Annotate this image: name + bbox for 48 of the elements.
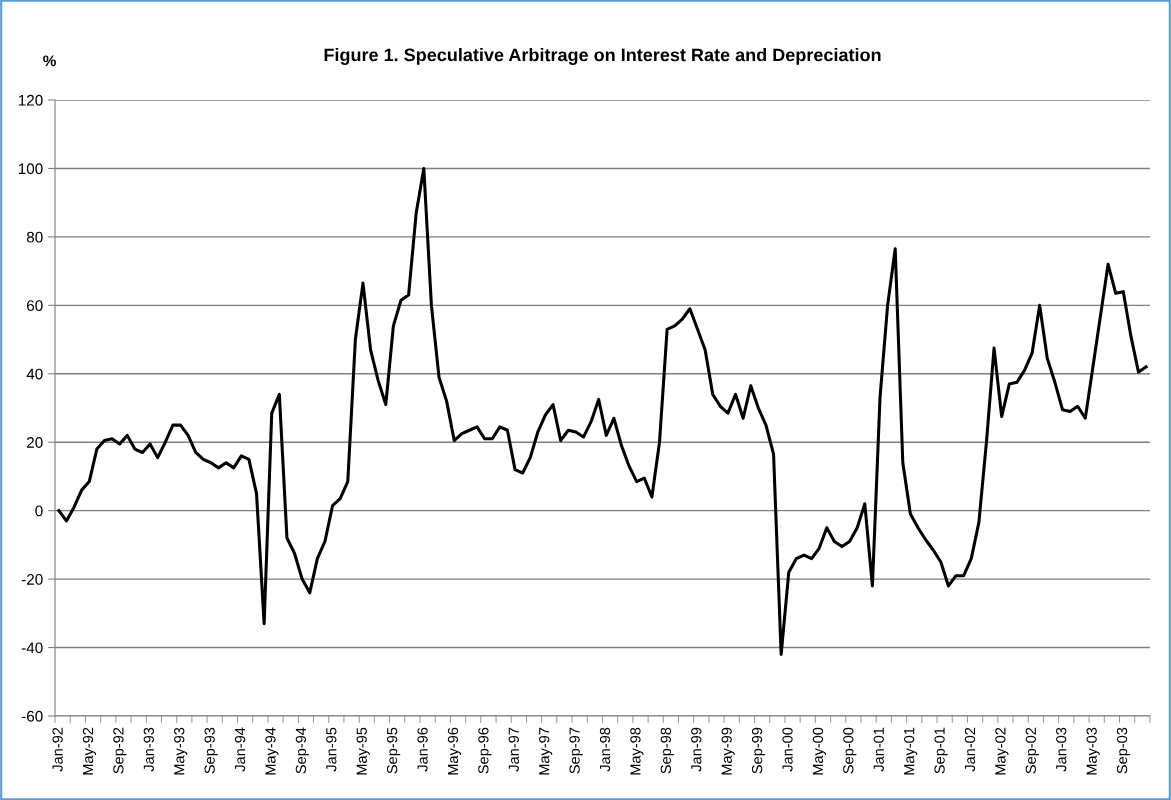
- x-tick-label: Sep-96: [478, 727, 492, 774]
- x-tick-label: Jan-96: [417, 727, 428, 772]
- x-tick-label: May-03: [1086, 727, 1100, 775]
- x-tick-label: May-99: [721, 727, 735, 775]
- x-tick-label: Sep-03: [1116, 727, 1131, 774]
- y-tick-label: -60: [21, 710, 43, 722]
- x-tick-label: May-96: [447, 727, 462, 775]
- y-tick-label: 120: [18, 94, 43, 106]
- x-tick-label: May-93: [174, 727, 188, 775]
- x-tick-label: Sep-97: [569, 727, 583, 774]
- x-tick-label: Jan-00: [782, 727, 793, 772]
- x-tick-label: Sep-00: [843, 727, 857, 774]
- x-tick-label: Jan-94: [234, 727, 246, 772]
- x-tick-label: Sep-01: [934, 727, 948, 774]
- y-tick-label: 40: [26, 368, 43, 380]
- x-tick-label: May-94: [265, 727, 279, 775]
- x-tick-label: Jan-03: [1056, 727, 1067, 772]
- x-tick-label: Sep-02: [1025, 727, 1039, 774]
- y-axis-title: %: [43, 55, 56, 67]
- x-tick-label: Sep-92: [113, 727, 127, 774]
- y-tick-label: 60: [27, 300, 43, 312]
- x-tick-label: Jan-99: [691, 727, 702, 772]
- x-tick-label: Jan-92: [52, 727, 63, 772]
- x-tick-label: Sep-93: [204, 727, 218, 774]
- x-tick-label: Jan-97: [508, 727, 519, 772]
- x-tick-label: May-95: [356, 727, 370, 775]
- x-tick-label: May-92: [82, 727, 97, 775]
- y-tick-label: 100: [18, 163, 43, 175]
- x-tick-label: Sep-94: [295, 727, 309, 774]
- x-tick-label: Jan-95: [326, 727, 337, 772]
- x-tick-label: Sep-98: [660, 727, 674, 774]
- x-tick-label: Jan-93: [143, 727, 154, 772]
- y-tick-label: 80: [26, 231, 43, 243]
- chart-title: Figure 1. Speculative Arbitrage on Interest Rate and Depreciation: [324, 48, 881, 65]
- x-tick-label: May-98: [630, 727, 644, 775]
- x-tick-label: Jan-01: [873, 727, 884, 772]
- x-tick-label: Jan-02: [964, 727, 976, 772]
- x-tick-label: Sep-99: [751, 727, 766, 774]
- x-tick-label: May-02: [995, 727, 1009, 775]
- x-tick-label: May-01: [904, 727, 918, 775]
- y-tick-label: -20: [21, 573, 43, 585]
- y-tick-label: 0: [35, 505, 43, 517]
- y-tick-label: 20: [27, 437, 43, 448]
- y-tick-label: -40: [21, 642, 43, 654]
- x-tick-label: Jan-98: [599, 727, 611, 772]
- x-tick-label: Sep-95: [386, 727, 401, 774]
- x-tick-label: May-97: [539, 727, 553, 775]
- x-tick-label: May-00: [812, 727, 826, 775]
